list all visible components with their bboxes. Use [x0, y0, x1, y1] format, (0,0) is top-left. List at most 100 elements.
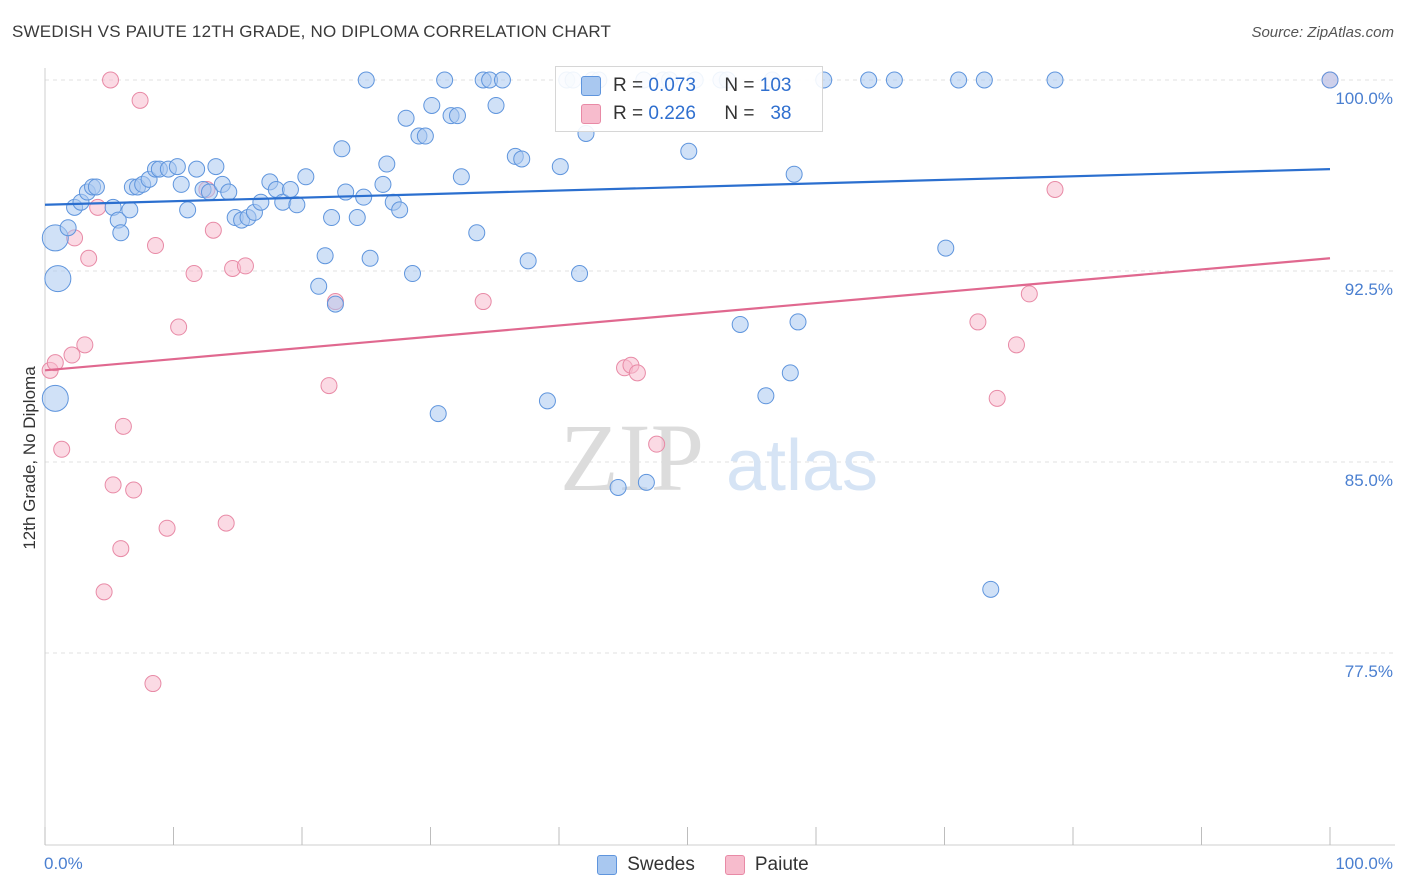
paiute-point: [628, 364, 646, 382]
swedes-point: [59, 219, 77, 237]
legend-r-value: 0.073: [648, 75, 696, 96]
swedes-point: [982, 580, 1000, 598]
y-tick-label: 92.5%: [1345, 280, 1393, 299]
swedes-point: [781, 364, 799, 382]
swedes-point: [41, 384, 69, 412]
x-tick-label: 0.0%: [44, 854, 83, 873]
paiute-point: [320, 377, 338, 395]
legend-item-paiute[interactable]: Paiute: [724, 854, 809, 876]
swedes-point: [87, 178, 105, 196]
paiute-point: [1007, 336, 1025, 354]
paiute-point: [1020, 285, 1038, 303]
paiute-point: [102, 71, 120, 89]
swedes-point: [468, 224, 486, 242]
paiute-point: [170, 318, 188, 336]
swedes-point: [179, 201, 197, 219]
watermark: ZIP atlas: [560, 404, 878, 511]
swedes-point: [374, 175, 392, 193]
swedes-point: [361, 249, 379, 267]
paiute-point: [144, 675, 162, 693]
x-tick-label: 100.0%: [1335, 854, 1393, 873]
swedes-point: [493, 71, 511, 89]
paiute-point: [204, 221, 222, 239]
swedes-point: [44, 265, 72, 293]
paiute-point: [89, 198, 107, 216]
swedes-point: [172, 175, 190, 193]
swedes-point: [326, 295, 344, 313]
swedes-point: [513, 150, 531, 168]
legend-n-label: N =: [724, 103, 755, 124]
swedes-point: [207, 158, 225, 176]
swedes-point: [436, 71, 454, 89]
stats-legend: R = 0.073 N = 103 R = 0.226 N = 38: [555, 66, 823, 132]
paiute-point: [53, 440, 71, 458]
swedes-point: [1046, 71, 1064, 89]
swedes-point: [220, 183, 238, 201]
swedes-point: [1321, 71, 1339, 89]
paiute-point: [969, 313, 987, 331]
legend-label-paiute: Paiute: [754, 854, 809, 875]
paiute-trend-line: [44, 257, 1331, 372]
y-tick-label: 77.5%: [1345, 662, 1393, 681]
swedes-point: [316, 247, 334, 265]
paiute-point: [474, 293, 492, 311]
swedes-point: [860, 71, 878, 89]
legend-item-swedes[interactable]: Swedes: [597, 854, 695, 876]
legend-n-value: 38: [770, 103, 792, 124]
swedes-point: [121, 201, 139, 219]
legend-n-value: 103: [759, 75, 792, 96]
legend-label-swedes: Swedes: [627, 854, 695, 875]
paiute-swatch: [581, 104, 601, 124]
paiute-point: [1046, 181, 1064, 199]
paiute-point: [158, 519, 176, 537]
swedes-point: [975, 71, 993, 89]
series-legend: Swedes Paiute: [0, 852, 1406, 878]
swedes-point: [731, 315, 749, 333]
legend-r-label: R =: [613, 103, 644, 124]
swedes-swatch: [581, 76, 601, 96]
swedes-point: [391, 201, 409, 219]
paiute-point: [185, 265, 203, 283]
paiute-point: [63, 346, 81, 364]
paiute-point: [648, 435, 666, 453]
tick-labels: 77.5% 85.0% 92.5% 100.0% 0.0% 100.0%: [44, 89, 1393, 873]
legend-n-label: N =: [724, 75, 755, 96]
swedes-point: [637, 473, 655, 491]
swedes-point: [571, 265, 589, 283]
watermark-zip: ZIP: [560, 404, 704, 511]
paiute-point: [95, 583, 113, 601]
paiute-point: [147, 237, 165, 255]
swedes-point: [423, 96, 441, 114]
swedes-point: [448, 107, 466, 125]
swedes-point: [487, 96, 505, 114]
source-label: Source: ZipAtlas.com: [1251, 24, 1394, 41]
legend-row-swedes: R = 0.073 N = 103: [556, 71, 791, 101]
swedes-point: [950, 71, 968, 89]
paiute-point: [988, 389, 1006, 407]
swedes-point: [609, 478, 627, 496]
swedes-point: [551, 158, 569, 176]
paiute-point: [125, 481, 143, 499]
swedes-point: [429, 405, 447, 423]
swedes-point: [404, 265, 422, 283]
paiute-point: [104, 476, 122, 494]
swedes-point: [310, 277, 328, 295]
swedes-point: [789, 313, 807, 331]
swedes-point: [757, 387, 775, 405]
swedes-point: [333, 140, 351, 158]
swedes-points: [41, 71, 1339, 598]
swedes-point: [378, 155, 396, 173]
swedes-point: [680, 142, 698, 160]
swedes-point: [168, 158, 186, 176]
swedes-point: [885, 71, 903, 89]
swedes-point: [348, 209, 366, 227]
swedes-point: [112, 224, 130, 242]
swedes-point: [416, 127, 434, 145]
swedes-point: [519, 252, 537, 270]
swedes-point: [297, 168, 315, 186]
paiute-point: [114, 417, 132, 435]
swedes-point: [281, 181, 299, 199]
swedes-swatch: [597, 855, 618, 875]
paiute-points: [41, 71, 1339, 693]
legend-row-paiute: R = 0.226 N = 38: [556, 99, 791, 129]
